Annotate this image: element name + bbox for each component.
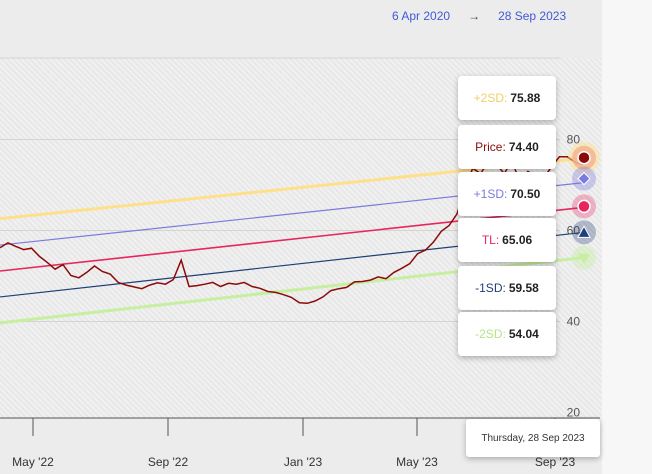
- tl-marker: [577, 199, 591, 214]
- y-tick-label: 40: [567, 315, 581, 329]
- tooltip-value: 70.50: [510, 187, 541, 201]
- x-tick-label: May '23: [396, 455, 438, 469]
- x-tick-label: Sep '22: [148, 455, 189, 469]
- y-tick-label: 80: [567, 133, 581, 147]
- price-marker: [577, 150, 591, 165]
- end-markers: [568, 141, 600, 270]
- tooltip-label: +1SD:: [473, 187, 508, 201]
- tooltip-value: 75.88: [510, 91, 541, 105]
- y-tick-label: 60: [567, 224, 581, 238]
- tooltip-plus2sd: +2SD: 75.88: [458, 76, 556, 120]
- x-axis: May '22 Sep '22 Jan '23 May '23 Sep '23: [0, 417, 600, 469]
- tooltip-price: Price: 74.40: [458, 125, 556, 169]
- tooltip-plus1sd: +1SD: 70.50: [458, 172, 556, 216]
- tooltip-value: 54.04: [508, 327, 539, 341]
- tooltip-label: -1SD:: [475, 281, 506, 295]
- tooltip-value: 74.40: [508, 140, 539, 154]
- x-tick-label: Jan '23: [284, 455, 323, 469]
- plus1sd-marker: [577, 171, 591, 186]
- end-date[interactable]: 28 Sep 2023: [498, 9, 567, 23]
- hover-date-tooltip: Thursday, 28 Sep 2023: [466, 419, 600, 457]
- minus2sd-marker: [578, 253, 590, 264]
- minus1sd-marker: [577, 225, 591, 238]
- tooltip-label: +2SD:: [473, 91, 508, 105]
- start-date[interactable]: 6 Apr 2020: [392, 9, 451, 23]
- y-axis: 20 40 60 80: [567, 133, 581, 420]
- tooltip-label: -2SD:: [475, 327, 506, 341]
- x-tick-label: May '22: [12, 455, 54, 469]
- tooltip-minus1sd: -1SD: 59.58: [458, 266, 556, 310]
- date-range[interactable]: 6 Apr 2020 → 28 Sep 2023: [392, 9, 566, 23]
- tooltip-tl: TL: 65.06: [458, 218, 556, 262]
- right-margin: [602, 0, 652, 474]
- tooltip-minus2sd: -2SD: 54.04: [458, 312, 556, 356]
- tooltip-value: 65.06: [502, 233, 533, 247]
- tooltip-label: Price:: [475, 140, 506, 154]
- y-tick-label: 20: [567, 406, 581, 420]
- x-tick-label: Sep '23: [535, 455, 576, 469]
- tooltip-value: 59.58: [508, 281, 539, 295]
- tooltip-label: TL:: [481, 233, 500, 247]
- arrow-icon: →: [468, 9, 481, 23]
